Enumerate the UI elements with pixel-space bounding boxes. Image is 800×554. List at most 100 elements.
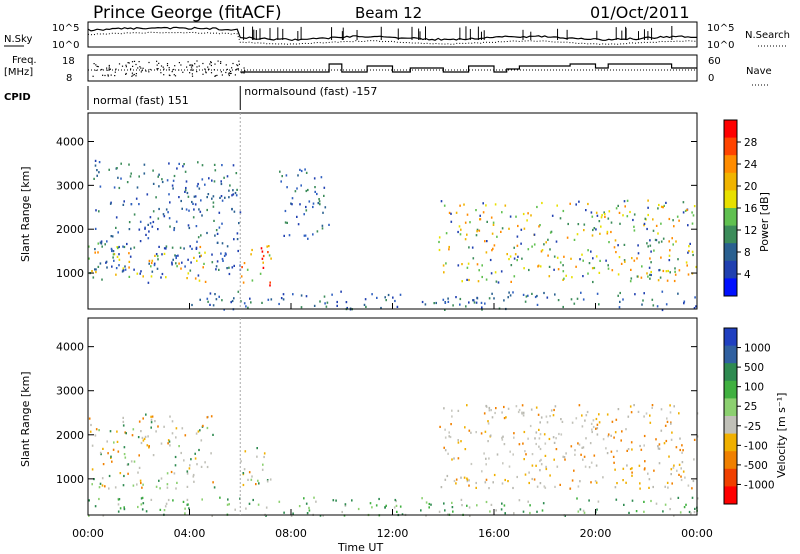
data-point (319, 203, 321, 206)
freq-dot (131, 61, 134, 63)
data-point (221, 257, 224, 261)
data-point (443, 446, 445, 449)
data-point (468, 301, 470, 304)
data-point (181, 207, 183, 210)
data-point (231, 299, 234, 303)
data-point (475, 481, 477, 485)
data-point (604, 213, 606, 216)
data-point (595, 228, 597, 231)
data-point (243, 262, 246, 265)
data-point (173, 472, 176, 475)
data-point (139, 220, 142, 223)
data-point (186, 191, 189, 195)
freq-dot (237, 68, 239, 70)
data-point (167, 442, 169, 445)
data-point (122, 416, 124, 419)
freq-right-tick-top: 60 (708, 56, 721, 67)
data-point (463, 476, 466, 479)
data-point (649, 273, 651, 276)
data-point (582, 298, 585, 301)
data-point (693, 438, 696, 441)
freq-dot (220, 71, 222, 73)
data-point (174, 254, 176, 257)
sky-left-tick-top: 10^5 (52, 23, 79, 34)
data-point (489, 434, 492, 437)
freq-dot (168, 74, 170, 76)
data-point (466, 404, 468, 407)
data-point (475, 234, 478, 237)
data-point (230, 301, 232, 304)
data-point (150, 421, 153, 424)
data-point (639, 444, 641, 448)
data-point (221, 199, 224, 202)
data-point (142, 483, 144, 486)
data-point (555, 448, 558, 451)
data-point (211, 514, 213, 517)
data-point (629, 467, 632, 471)
data-point (218, 226, 221, 229)
data-point (573, 302, 576, 305)
freq-dot (138, 61, 140, 63)
date-title: 01/Oct/2011 (590, 3, 690, 22)
data-point (157, 425, 159, 428)
data-point (118, 258, 121, 261)
freq-dot (235, 69, 237, 71)
data-point (248, 471, 251, 474)
data-point (693, 205, 696, 208)
data-point (501, 482, 504, 485)
data-point (592, 419, 595, 422)
freq-right-tick-bottom: 0 (708, 73, 714, 84)
data-point (659, 276, 662, 279)
data-point (178, 196, 180, 199)
data-point (180, 199, 182, 203)
cpid-row: CPID normal (fast) 151 normalsound (fast… (4, 85, 377, 110)
data-point (650, 273, 652, 277)
data-point (490, 216, 493, 219)
data-point (495, 407, 497, 410)
data-point (133, 268, 135, 271)
freq-dot (168, 67, 170, 69)
data-point (175, 255, 177, 258)
data-point (680, 467, 682, 470)
data-point (97, 242, 100, 245)
data-point (669, 271, 671, 274)
data-point (589, 442, 592, 445)
data-point (644, 460, 646, 463)
data-point (539, 459, 541, 463)
data-point (653, 249, 655, 252)
data-point (148, 262, 150, 265)
data-point (464, 426, 466, 429)
data-point (665, 270, 668, 273)
freq-dot (228, 72, 230, 74)
data-point (210, 452, 212, 455)
data-point (91, 444, 94, 447)
freq-label-bottom: [MHz] (4, 67, 33, 78)
data-point (623, 503, 625, 506)
data-point (99, 185, 102, 188)
cpid-mode-1: normalsound (fast) -157 (244, 85, 377, 98)
colorbar-tick-label: -25 (744, 421, 761, 433)
data-point (647, 213, 649, 217)
data-point (269, 281, 271, 284)
data-point (490, 272, 493, 275)
data-point (643, 500, 645, 503)
data-point (101, 278, 103, 281)
data-point (305, 205, 307, 209)
data-point (582, 458, 584, 461)
data-point (166, 179, 169, 182)
data-point (401, 513, 404, 516)
data-point (318, 200, 321, 203)
data-point (308, 200, 311, 203)
data-point (540, 463, 543, 466)
data-point (489, 510, 491, 513)
freq-dot (162, 66, 164, 68)
data-point (465, 305, 467, 308)
data-point (323, 194, 325, 197)
y-tick-label: 4000 (56, 341, 84, 354)
data-point (280, 297, 283, 300)
data-point (513, 512, 515, 515)
data-point (187, 224, 190, 227)
data-point (541, 201, 543, 205)
data-point (113, 441, 115, 444)
freq-dot (133, 60, 136, 62)
